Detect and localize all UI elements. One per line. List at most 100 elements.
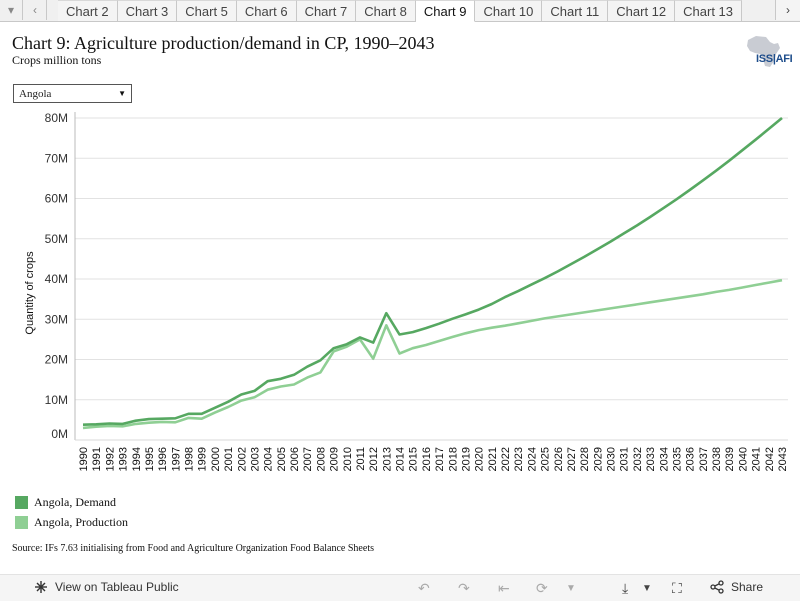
x-tick-label: 2005 <box>276 447 288 471</box>
x-tick-label: 2017 <box>434 447 446 471</box>
x-tick-label: 2040 <box>737 447 749 471</box>
x-tick-label: 2031 <box>619 447 631 471</box>
x-tick-label: 2007 <box>302 447 314 471</box>
x-tick-label: 1990 <box>78 447 90 471</box>
country-dropdown-value: Angola <box>19 87 52 100</box>
series-line-demand <box>82 116 783 426</box>
legend-label: Angola, Demand <box>34 494 116 509</box>
legend-swatch <box>15 515 28 529</box>
x-tick-label: 2029 <box>592 447 604 471</box>
x-tick-label: 1992 <box>104 447 116 471</box>
refresh-icon[interactable]: ⟳ <box>536 580 548 596</box>
tab-chart-3[interactable]: Chart 3 <box>117 0 178 21</box>
x-tick-label: 2012 <box>368 447 380 471</box>
x-tick-label: 2009 <box>329 447 341 471</box>
x-tick-label: 2002 <box>236 447 248 471</box>
x-tick-label: 2013 <box>381 447 393 471</box>
x-tick-label: 2034 <box>658 447 670 471</box>
x-tick-label: 1994 <box>131 447 143 471</box>
revert-icon[interactable]: ⇤ <box>498 580 510 596</box>
y-tick-label: 30M <box>45 312 68 326</box>
y-tick-label: 80M <box>45 111 68 125</box>
tab-chart-7[interactable]: Chart 7 <box>296 0 357 21</box>
x-tick-label: 2042 <box>764 447 776 471</box>
x-tick-label: 1993 <box>118 447 130 471</box>
x-tick-label: 2039 <box>724 447 736 471</box>
x-tick-label: 2041 <box>751 447 763 471</box>
tab-prev-button[interactable]: ‹ <box>24 0 47 20</box>
logo-text: ISS|AFI <box>756 53 793 65</box>
tab-chart-8[interactable]: Chart 8 <box>356 0 416 21</box>
x-tick-label: 2035 <box>671 447 683 471</box>
view-on-tableau-link[interactable]: View on Tableau Public <box>34 580 179 594</box>
y-tick-label: 20M <box>45 353 68 367</box>
x-tick-label: 2006 <box>289 447 301 471</box>
tab-chart-10[interactable]: Chart 10 <box>475 0 543 21</box>
x-tick-label: 2014 <box>395 447 407 471</box>
tab-next-button[interactable]: › <box>775 0 800 20</box>
caret-down-icon[interactable]: ▼ <box>566 583 576 594</box>
tab-chart-12[interactable]: Chart 12 <box>608 0 676 21</box>
tab-chart-9[interactable]: Chart 9 <box>415 0 476 22</box>
y-tick-label: 60M <box>45 192 68 206</box>
x-tick-label: 1999 <box>197 447 209 471</box>
chevron-down-icon: ▾ <box>7 3 15 17</box>
share-button[interactable]: Share <box>710 580 763 594</box>
caret-down-icon[interactable]: ▼ <box>642 583 652 594</box>
chevron-right-icon: › <box>786 3 790 17</box>
x-tick-label: 2033 <box>645 447 657 471</box>
x-tick-label: 1996 <box>157 447 169 471</box>
tab-chart-13[interactable]: Chart 13 <box>675 0 743 21</box>
x-tick-label: 2000 <box>210 447 222 471</box>
tab-chart-5[interactable]: Chart 5 <box>177 0 237 21</box>
x-tick-label: 2030 <box>606 447 618 471</box>
x-tick-label: 1991 <box>91 447 103 471</box>
line-chart: 0M 10M 20M 30M 40M 50M 60M 70M 80M Quantity of cr… <box>24 111 789 471</box>
y-tick-label: 50M <box>45 232 68 246</box>
y-tick-label: 40M <box>45 272 68 286</box>
download-icon[interactable]: ⤓ <box>622 580 629 596</box>
y-axis-title: Quantity of crops <box>24 251 36 335</box>
legend: Angola, Demand Angola, Production <box>15 492 128 532</box>
page-subtitle: Crops million tons <box>12 53 102 67</box>
africa-map-logo <box>747 36 780 67</box>
tab-chart-2[interactable]: Chart 2 <box>58 0 118 21</box>
x-tick-label: 2043 <box>777 447 789 471</box>
x-tick-label: 2015 <box>408 447 420 471</box>
x-tick-label: 2003 <box>249 447 261 471</box>
x-tick-label: 2027 <box>566 447 578 471</box>
x-tick-label: 2025 <box>540 447 552 471</box>
x-tick-label: 2038 <box>711 447 723 471</box>
tab-menu-button[interactable]: ▾ <box>0 0 23 20</box>
x-tick-label: 2016 <box>421 447 433 471</box>
legend-item[interactable]: Angola, Production <box>15 512 128 532</box>
country-dropdown[interactable]: Angola ▼ <box>13 84 132 103</box>
undo-icon[interactable]: ↶ <box>418 580 430 596</box>
fullscreen-icon[interactable]: ⛶ <box>672 580 682 596</box>
x-tick-label: 2024 <box>526 447 538 471</box>
legend-swatch <box>15 495 28 509</box>
tab-chart-6[interactable]: Chart 6 <box>236 0 297 21</box>
x-tick-label: 2020 <box>474 447 486 471</box>
share-icon <box>710 580 724 594</box>
tab-chart-11[interactable]: Chart 11 <box>542 0 609 21</box>
redo-icon[interactable]: ↷ <box>458 580 470 596</box>
tab-list: Chart 2 Chart 3 Chart 5 Chart 6 Chart 7 Chart… <box>58 0 743 22</box>
x-tick-label: 2001 <box>223 447 235 471</box>
x-tick-label: 1995 <box>144 447 156 471</box>
x-tick-label: 2008 <box>315 447 327 471</box>
page-title: Chart 9: Agriculture production/demand i… <box>12 33 435 53</box>
x-tick-label: 2011 <box>355 447 367 471</box>
x-tick-label: 2036 <box>685 447 697 471</box>
tableau-icon <box>35 581 47 593</box>
x-tick-label: 2004 <box>263 447 275 471</box>
share-label: Share <box>731 580 764 594</box>
x-tick-label: 1998 <box>184 447 196 471</box>
x-tick-label: 2037 <box>698 447 710 471</box>
x-tick-label: 2032 <box>632 447 644 471</box>
legend-item[interactable]: Angola, Demand <box>15 492 128 512</box>
view-on-tableau-label: View on Tableau Public <box>55 580 179 594</box>
caret-down-icon: ▼ <box>118 89 126 98</box>
x-tick-label: 2028 <box>579 447 591 471</box>
